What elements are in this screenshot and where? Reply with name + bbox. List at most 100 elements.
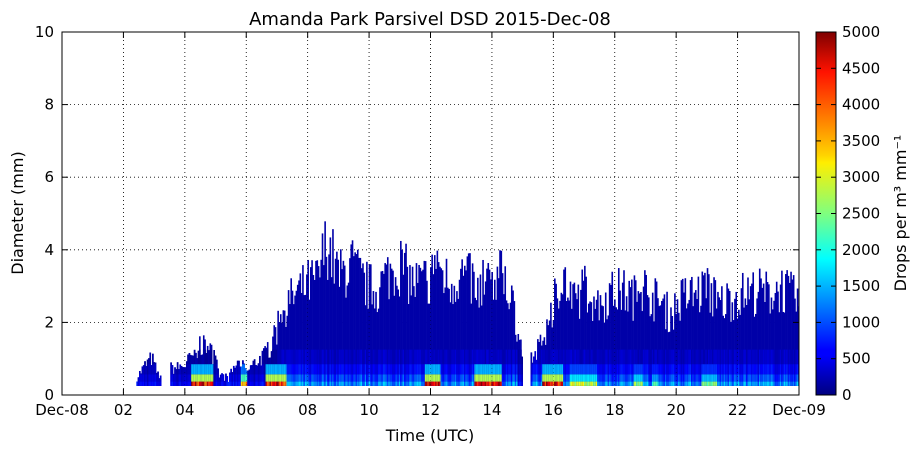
heatmap-cell — [457, 349, 460, 365]
heatmap-cell — [390, 364, 393, 375]
heatmap-cell — [183, 381, 185, 386]
heatmap-cell — [624, 349, 627, 365]
heatmap-cell — [577, 349, 580, 365]
heatmap-cell — [227, 381, 230, 386]
heatmap-cell — [150, 374, 153, 382]
heatmap-cell — [671, 374, 674, 382]
heatmap-cell — [432, 274, 435, 386]
heatmap-cell — [445, 258, 448, 386]
heatmap-cell — [388, 299, 390, 386]
heatmap-cell — [380, 364, 383, 375]
heatmap-cell — [785, 381, 787, 386]
heatmap-cell — [728, 291, 731, 386]
heatmap-cell — [721, 349, 723, 365]
heatmap-cell — [223, 380, 226, 382]
heatmap-cell — [413, 286, 415, 386]
heatmap-cell — [191, 374, 193, 382]
heatmap-cell — [787, 349, 790, 365]
heatmap-cell — [172, 374, 175, 382]
heatmap-cell — [338, 349, 341, 365]
heatmap-cell — [724, 349, 727, 365]
heatmap-cell — [450, 283, 453, 386]
heatmap-cell — [311, 260, 313, 386]
heatmap-cell — [573, 364, 576, 375]
heatmap-cell — [521, 356, 524, 365]
heatmap-cell — [687, 303, 689, 386]
heatmap-cell — [346, 349, 349, 365]
heatmap-cell — [509, 364, 512, 375]
heatmap-cell — [405, 374, 407, 382]
heatmap-cell — [393, 349, 396, 365]
heatmap-cell — [449, 349, 452, 365]
heatmap-cell — [218, 377, 221, 382]
heatmap-cell — [731, 302, 734, 386]
colorbar-tick-label: 1500 — [842, 277, 880, 295]
heatmap-cell — [252, 364, 255, 375]
heatmap-cell — [556, 374, 559, 382]
heatmap-cell — [492, 364, 495, 375]
heatmap-cell — [448, 349, 450, 365]
heatmap-cell — [157, 371, 159, 375]
heatmap-cell — [706, 374, 709, 382]
heatmap-cell — [653, 364, 655, 375]
heatmap-cell — [684, 381, 687, 386]
heatmap-cell — [629, 349, 632, 365]
heatmap-cell — [262, 374, 265, 382]
heatmap-cell — [389, 374, 392, 382]
heatmap-cell — [771, 309, 774, 386]
heatmap-cell — [658, 374, 661, 382]
heatmap-cell — [339, 349, 342, 365]
heatmap-cell — [349, 258, 351, 386]
heatmap-cell — [385, 381, 388, 386]
heatmap-cell — [414, 364, 416, 375]
heatmap-cell — [623, 270, 625, 386]
heatmap-cell — [285, 349, 287, 365]
heatmap-cell — [488, 349, 491, 365]
heatmap-cell — [507, 381, 509, 386]
heatmap-cell — [444, 381, 447, 386]
heatmap-cell — [323, 381, 325, 386]
heatmap-cell — [636, 301, 638, 386]
heatmap-cell — [175, 374, 178, 382]
heatmap-cell — [708, 364, 710, 375]
heatmap-cell — [159, 375, 162, 382]
heatmap-cell — [565, 349, 568, 365]
heatmap-cell — [424, 364, 427, 375]
heatmap-cell — [488, 374, 491, 382]
heatmap-cell — [557, 374, 560, 382]
heatmap-cell — [337, 381, 339, 386]
heatmap-cell — [783, 312, 786, 386]
heatmap-cell — [251, 374, 253, 382]
heatmap-cell — [339, 249, 342, 386]
heatmap-cell — [738, 374, 740, 382]
heatmap-cell — [338, 286, 341, 386]
heatmap-cell — [518, 374, 521, 382]
heatmap-cell — [547, 349, 550, 365]
heatmap-cell — [269, 364, 272, 375]
heatmap-cell — [351, 349, 354, 365]
heatmap-cell — [512, 349, 514, 365]
heatmap-cell — [427, 349, 430, 365]
heatmap-cell — [396, 381, 398, 386]
heatmap-cell — [557, 349, 560, 365]
heatmap-cell — [674, 349, 676, 365]
heatmap-cell — [443, 381, 445, 386]
heatmap-cell — [342, 364, 345, 375]
heatmap-cell — [479, 381, 482, 386]
heatmap-cell — [649, 364, 651, 375]
heatmap-cell — [380, 349, 383, 365]
heatmap-cell — [149, 374, 152, 382]
heatmap-cell — [678, 349, 680, 365]
heatmap-cell — [773, 381, 775, 386]
heatmap-cell — [664, 374, 667, 382]
heatmap-cell — [747, 277, 749, 386]
heatmap-cell — [755, 364, 757, 375]
heatmap-cell — [619, 349, 621, 365]
heatmap-cell — [435, 381, 437, 386]
heatmap-cell — [741, 349, 744, 365]
heatmap-cell — [371, 349, 373, 365]
heatmap-cell — [604, 349, 607, 365]
heatmap-cell — [400, 364, 402, 375]
heatmap-cell — [226, 376, 229, 382]
heatmap-cell — [414, 296, 416, 386]
